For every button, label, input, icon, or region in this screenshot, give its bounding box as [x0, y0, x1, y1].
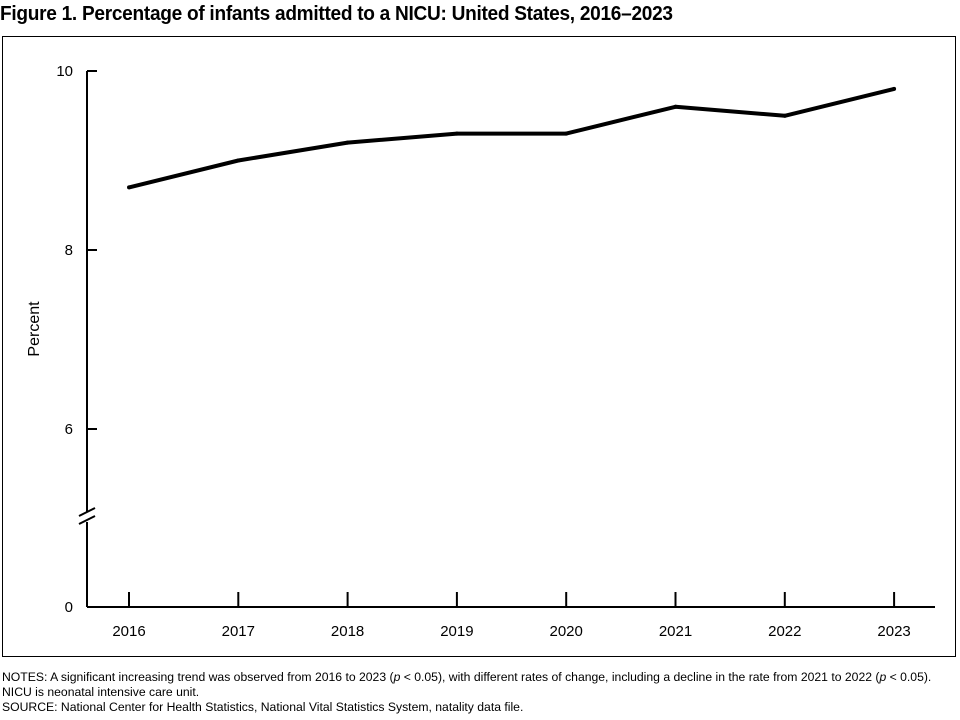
- source-text: SOURCE: National Center for Health Stati…: [2, 700, 524, 714]
- y-tick-label: 6: [65, 421, 73, 438]
- y-tick-label: 10: [56, 63, 73, 80]
- x-axis: 2016 2017 2018 2019 2020 2021 2022 2023: [87, 592, 935, 640]
- y-tick-label: 0: [65, 599, 73, 616]
- data-point: [892, 86, 897, 91]
- x-tick-label: 2022: [768, 623, 801, 640]
- notes-p-symbol: p: [879, 670, 887, 684]
- x-tick-label: 2017: [222, 623, 255, 640]
- data-point: [454, 131, 459, 136]
- x-tick-label: 2018: [331, 623, 364, 640]
- notes-block: NOTES: A significant increasing trend wa…: [2, 670, 958, 715]
- data-point: [127, 185, 131, 190]
- data-point: [782, 113, 787, 118]
- y-tick-label: 8: [65, 242, 73, 259]
- y-axis-label: Percent: [26, 301, 43, 357]
- line-chart: 0 6 8 10 2016 2017 2018 2019 2020 2021 2022 2023 P…: [26, 63, 935, 640]
- notes-mid: < 0.05), with different rates of change,…: [400, 670, 880, 684]
- notes-suffix: < 0.05). NICU is neonatal intensive care…: [2, 670, 932, 699]
- x-tick-label: 2021: [659, 623, 692, 640]
- notes-p-symbol: p: [393, 670, 401, 684]
- data-point: [236, 158, 241, 163]
- data-point: [564, 131, 569, 136]
- axis-break-mark: [78, 515, 96, 525]
- x-tick-label: 2020: [550, 623, 583, 640]
- series-line: [128, 86, 895, 190]
- x-tick-label: 2023: [877, 623, 910, 640]
- notes-text: NOTES: A significant increasing trend wa…: [2, 670, 958, 700]
- data-point: [673, 104, 678, 109]
- axis-break-mark: [78, 507, 96, 517]
- chart-frame: [2, 36, 956, 657]
- x-tick-label: 2019: [440, 623, 473, 640]
- chart-title: Figure 1. Percentage of infants admitted…: [0, 2, 673, 25]
- data-point: [345, 140, 350, 145]
- series: [127, 86, 897, 190]
- notes-prefix: NOTES: A significant increasing trend wa…: [2, 670, 394, 684]
- x-tick-label: 2016: [112, 623, 145, 640]
- y-axis: 0 6 8 10: [56, 63, 97, 616]
